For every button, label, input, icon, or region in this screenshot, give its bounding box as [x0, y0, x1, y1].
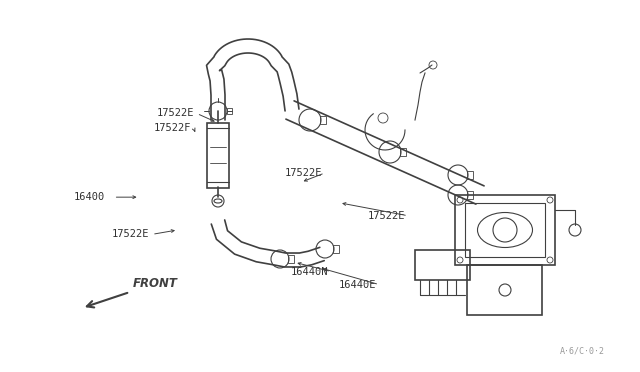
- Bar: [455, 195, 555, 265]
- Bar: [465, 203, 545, 257]
- Bar: [288, 255, 294, 263]
- Bar: [207, 123, 229, 188]
- Text: 17522F: 17522F: [154, 124, 191, 133]
- Bar: [400, 148, 406, 156]
- Bar: [467, 265, 542, 315]
- Bar: [467, 191, 473, 199]
- Text: A·6/C·0·2: A·6/C·0·2: [560, 346, 605, 355]
- Text: 17522E: 17522E: [157, 109, 195, 118]
- Text: 16440N: 16440N: [291, 267, 329, 276]
- Bar: [320, 116, 326, 124]
- Text: 17522E: 17522E: [285, 168, 323, 178]
- Text: FRONT: FRONT: [133, 277, 178, 290]
- Bar: [415, 250, 470, 280]
- Text: 17522E: 17522E: [112, 230, 150, 239]
- Text: 16400: 16400: [74, 192, 105, 202]
- Bar: [467, 171, 473, 179]
- Text: 17522E: 17522E: [368, 211, 406, 221]
- Text: 16440E: 16440E: [339, 280, 377, 289]
- Bar: [333, 245, 339, 253]
- Bar: [227, 108, 232, 114]
